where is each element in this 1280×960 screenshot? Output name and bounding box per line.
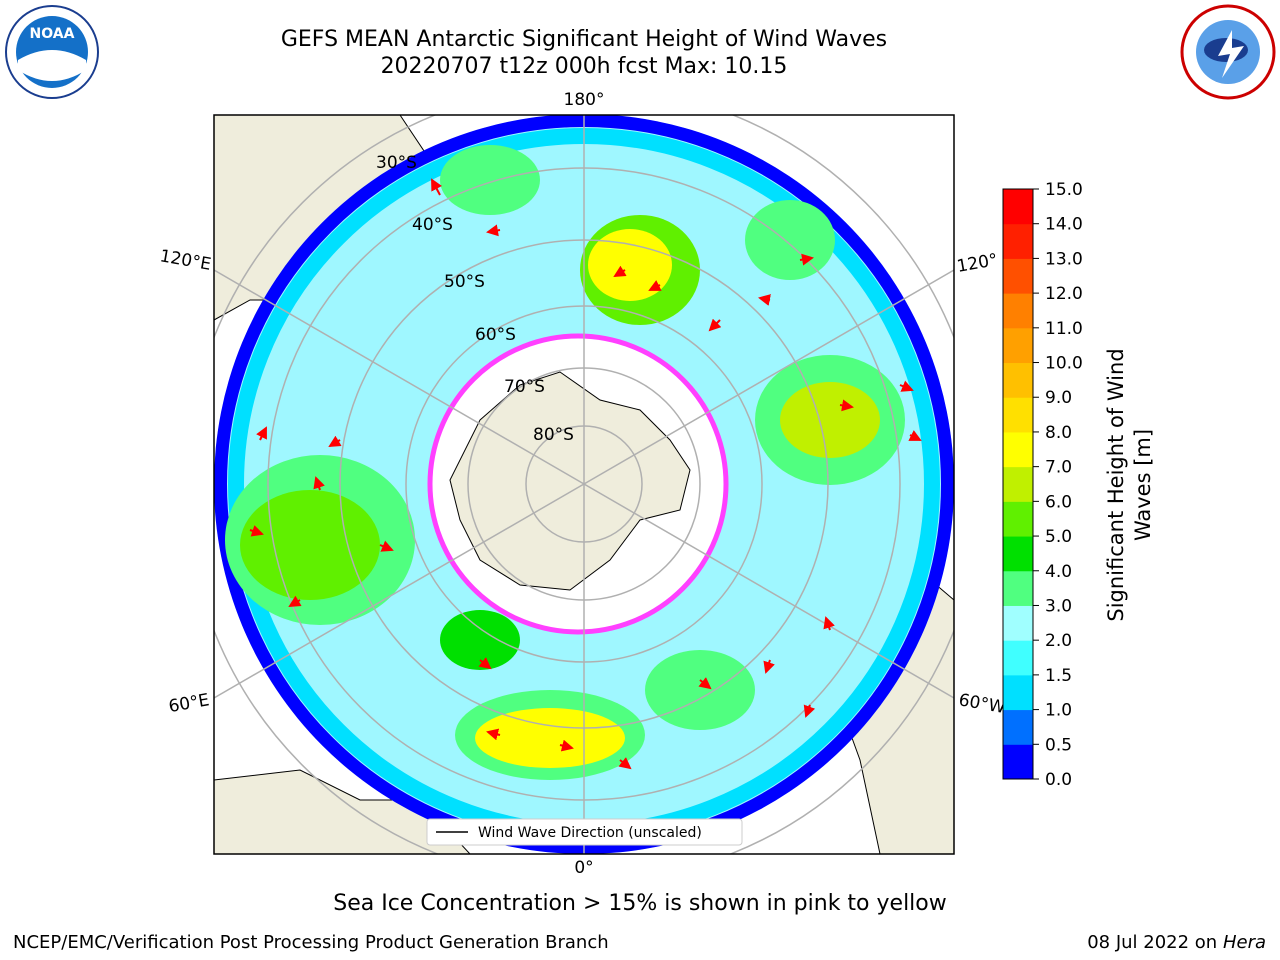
wave-arrow [763, 659, 775, 674]
wave-arrow [758, 294, 771, 306]
colorbar-segment [1003, 640, 1033, 676]
noaa-logo-text: NOAA [30, 26, 75, 42]
colorbar-tick-label: 14.0 [1045, 215, 1083, 235]
map-frame [213, 114, 955, 855]
wave-arrow [559, 739, 574, 752]
colorbar-segment [1003, 189, 1033, 225]
wave-arrow [613, 265, 627, 278]
footer-date: 08 Jul 2022 on Hera [1087, 932, 1266, 953]
wave-arrow [478, 657, 492, 670]
wave-arrow [799, 253, 814, 266]
colorbar-segment [1003, 674, 1033, 711]
colorbar-tick-label: 0.5 [1045, 735, 1072, 755]
colorbar-segment [1003, 709, 1033, 745]
colorbar-segment [1003, 293, 1033, 329]
wave-arrow [249, 525, 264, 537]
colorbar-tick-label: 15.0 [1045, 180, 1083, 200]
colorbar-frame [1002, 188, 1034, 780]
lon-label-60w: 60°W [957, 690, 1007, 718]
colorbar: 0.0 0.5 1.0 1.5 2.0 3.0 4.0 5.0 6.0 7.0 8.0 9.0 10.0… [1002, 180, 1083, 790]
wave-arrow [256, 426, 267, 441]
lat-label-30s: 30°S [376, 153, 417, 173]
lat-labels: 30°S 40°S 50°S 60°S 70°S 80°S [376, 153, 574, 445]
wave-arrow [328, 435, 342, 448]
colorbar-segment [1003, 362, 1033, 398]
wave-arrow [486, 224, 501, 237]
wave-arrow [823, 616, 835, 631]
colorbar-tick-label: 6.0 [1045, 492, 1072, 512]
map-subtitle: 20220707 t12z 000h fcst Max: 10.15 [380, 54, 788, 79]
colorbar-tick-label: 7.0 [1045, 458, 1072, 478]
colorbar-tick-label: 2.0 [1045, 631, 1072, 651]
noaa-logo-icon: NOAA [5, 5, 99, 99]
nws-logo-icon [1180, 4, 1276, 100]
wave-arrow [839, 399, 854, 412]
wave-arrow [899, 380, 914, 392]
lat-label-60s: 60°S [475, 325, 516, 345]
lat-label-50s: 50°S [444, 272, 485, 292]
colorbar-label-line1: Significant Height of Wind [1104, 348, 1128, 621]
colorbar-segment [1003, 397, 1033, 433]
sea-ice-note: Sea Ice Concentration > 15% is shown in … [333, 891, 947, 916]
colorbar-segment [1003, 744, 1033, 780]
lat-label-70s: 70°S [504, 377, 545, 397]
legend-label: Wind Wave Direction (unscaled) [478, 825, 702, 841]
wave-arrow [908, 430, 922, 441]
colorbar-tick-label: 12.0 [1045, 284, 1083, 304]
colorbar-segment [1003, 536, 1033, 572]
colorbar-tick-label: 0.0 [1045, 770, 1072, 790]
colorbar-segment [1003, 605, 1033, 641]
footer-credit: NCEP/EMC/Verification Post Processing Pr… [13, 932, 609, 953]
colorbar-tick-label: 1.5 [1045, 666, 1072, 686]
wave-arrow [431, 178, 442, 196]
colorbar-segment [1003, 327, 1033, 364]
colorbar-tick-label: 3.0 [1045, 596, 1072, 616]
colorbar-segment [1003, 431, 1033, 468]
colorbar-tick-label: 1.0 [1045, 701, 1072, 721]
colorbar-label-line2: Waves [m] [1131, 429, 1155, 541]
wave-arrow [486, 728, 501, 741]
colorbar-tick-label: 13.0 [1045, 249, 1083, 269]
colorbar-tick-label: 11.0 [1045, 319, 1083, 339]
wave-arrow [313, 476, 325, 491]
lon-label-120w: 120° [955, 250, 999, 277]
map-legend: Wind Wave Direction (unscaled) [426, 818, 743, 846]
lat-label-40s: 40°S [412, 215, 453, 235]
colorbar-segment [1003, 258, 1033, 294]
colorbar-tick-label: 9.0 [1045, 388, 1072, 408]
wave-arrow [803, 704, 816, 718]
map-panel: Wind Wave Direction (unscaled) [214, 115, 954, 854]
footer-host: Hera [1222, 932, 1266, 953]
colorbar-segment [1003, 223, 1033, 259]
lat-label-80s: 80°S [533, 425, 574, 445]
colorbar-title: Significant Height of Wind Waves [m] [1104, 348, 1155, 621]
graticule [214, 115, 954, 854]
wave-arrow [288, 595, 302, 608]
colorbar-tick-label: 8.0 [1045, 423, 1072, 443]
wave-arrow [379, 540, 394, 552]
wave-direction-arrows [249, 178, 922, 770]
land-antarctica [449, 371, 691, 591]
map-title: GEFS MEAN Antarctic Significant Height o… [280, 27, 888, 52]
colorbar-segment [1003, 501, 1033, 537]
colorbar-segment [1003, 570, 1033, 606]
wave-arrow [618, 757, 632, 770]
lon-label-0: 0° [574, 858, 593, 878]
wave-arrow [648, 280, 662, 291]
lon-label-180: 180° [564, 90, 605, 110]
lon-label-120e: 120°E [158, 246, 212, 275]
colorbar-tick-label: 4.0 [1045, 562, 1072, 582]
colorbar-segment [1003, 466, 1033, 502]
footer-date-text: 08 Jul 2022 on [1087, 932, 1223, 953]
wave-arrow [708, 318, 722, 332]
wave-arrow [698, 677, 712, 690]
lon-label-60e: 60°E [167, 690, 211, 717]
colorbar-tick-label: 10.0 [1045, 354, 1083, 374]
colorbar-tick-label: 5.0 [1045, 527, 1072, 547]
